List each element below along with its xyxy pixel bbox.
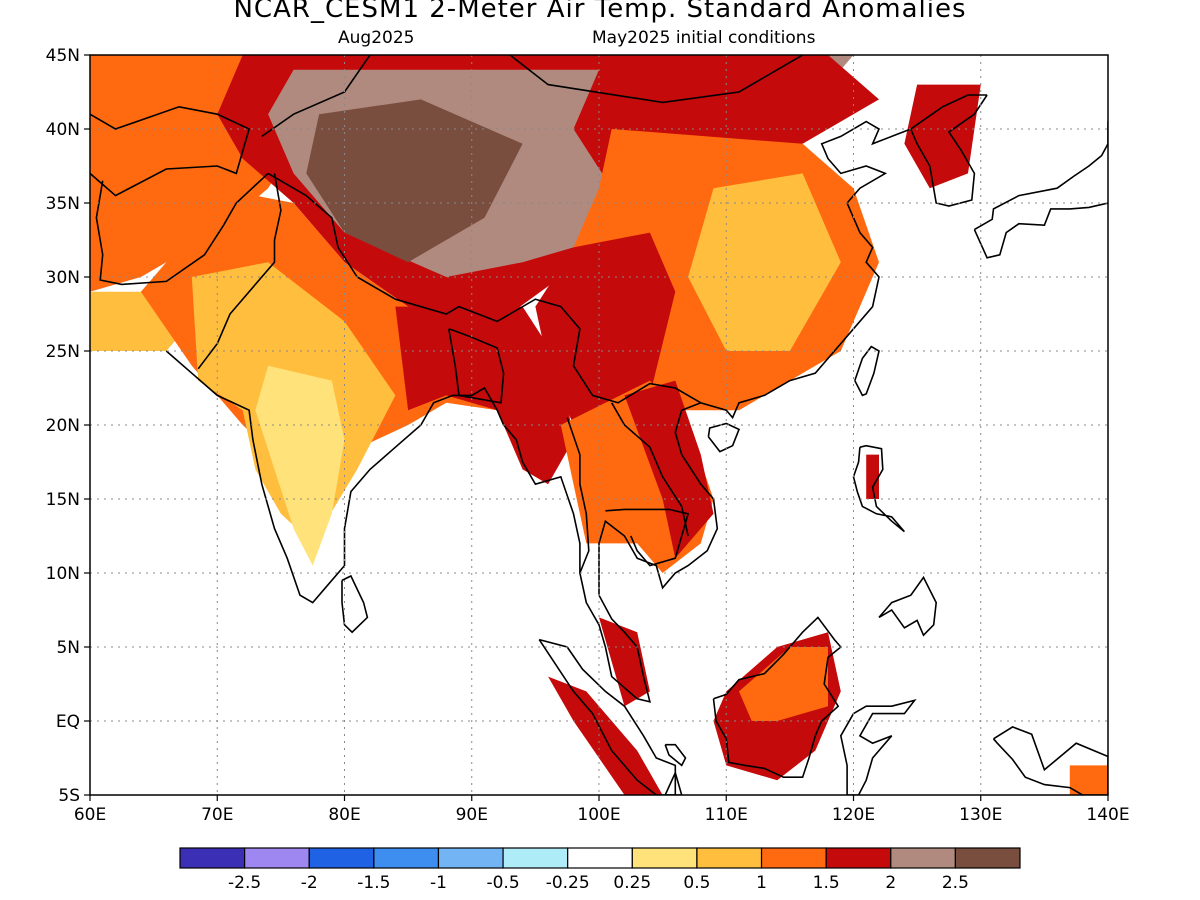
luzon-coast <box>852 444 906 533</box>
initial-conditions: May2025 initial conditions <box>592 28 816 48</box>
sumatra-coast <box>538 638 677 795</box>
y-tick-label: 40N <box>46 120 80 140</box>
colorbar-swatch <box>567 847 633 869</box>
colorbar-swatch <box>760 847 827 869</box>
colorbar-label: 1 <box>756 873 767 893</box>
colorbar-label: -1 <box>430 873 447 893</box>
y-tick-label: 5N <box>56 638 80 658</box>
x-tick-label: 80E <box>328 805 360 825</box>
region-china-southwest <box>535 232 676 425</box>
colorbar-label: -2 <box>301 873 318 893</box>
region-korea <box>904 84 981 189</box>
region-tibet-core <box>306 99 523 263</box>
sri-lanka-coast <box>341 574 369 634</box>
colorbar-label: -1.5 <box>357 873 390 893</box>
india-coast <box>165 94 988 703</box>
colorbar-label: -0.5 <box>486 873 519 893</box>
taiwan-coast <box>854 345 880 397</box>
border-bangladesh <box>448 328 505 404</box>
x-tick-label: 70E <box>201 805 233 825</box>
anomaly-fills <box>90 55 1108 795</box>
mindanao-coast <box>878 575 938 637</box>
colorbar-label: 0.25 <box>613 873 651 893</box>
bangka-coast <box>664 743 687 767</box>
border-india-pakistan <box>197 173 282 370</box>
colorbar-label: -0.25 <box>546 873 590 893</box>
colorbar: -2.5 -2 -1.5 -1 -0.5 -0.25 0.25 0.5 1 1.5 2 2.5 <box>179 847 1021 893</box>
colorbar-swatch <box>244 847 310 869</box>
border-mongolia <box>508 55 805 104</box>
y-axis: 45N 40N 35N 30N 25N 20N 15N 10N 5N EQ 5S <box>46 46 90 806</box>
y-tick-label: 20N <box>46 416 80 436</box>
y-tick-label: 15N <box>46 490 80 510</box>
colorbar-swatch <box>825 847 892 869</box>
y-tick-label: 5S <box>58 786 80 806</box>
region-malaysia <box>599 617 650 707</box>
y-tick-label: 35N <box>46 194 80 214</box>
region-north-china <box>599 55 879 159</box>
x-tick-label: 90E <box>456 805 488 825</box>
colorbar-swatch <box>308 847 375 869</box>
colorbar-label: 1.5 <box>813 873 840 893</box>
colorbar-label: 2 <box>885 873 896 893</box>
region-sumatra <box>548 676 663 795</box>
border-thailand-cambodia <box>605 508 690 567</box>
border-central-asia <box>90 105 251 197</box>
forecast-month: Aug2025 <box>338 28 415 48</box>
colorbar-swatch <box>437 847 504 869</box>
x-tick-label: 120E <box>832 805 875 825</box>
japan-coast <box>973 120 1108 259</box>
region-borneo-north <box>739 647 828 721</box>
x-tick-label: 60E <box>74 805 106 825</box>
y-tick-label: 30N <box>46 268 80 288</box>
x-tick-label: 130E <box>959 805 1002 825</box>
y-tick-label: 45N <box>46 46 80 66</box>
border-iran-afghanistan <box>95 172 269 286</box>
chart-title: NCAR_CESM1 2-Meter Air Temp. Standard An… <box>233 0 967 24</box>
region-india-south <box>255 365 345 566</box>
colorbar-swatch <box>890 847 956 869</box>
x-tick-label: 140E <box>1086 805 1129 825</box>
colorbar-swatch <box>954 847 1021 869</box>
x-tick-label: 100E <box>577 805 620 825</box>
colorbar-label: 2.5 <box>942 873 969 893</box>
border-laos-vietnam <box>611 402 689 537</box>
colorbar-label: 0.5 <box>683 873 710 893</box>
hainan-coast <box>707 422 741 453</box>
x-tick-label: 110E <box>705 805 748 825</box>
java-coast <box>664 770 683 795</box>
region-new-guinea <box>1069 765 1108 795</box>
x-axis: 60E 70E 80E 90E 100E 110E 120E 130E 140E <box>74 795 1130 825</box>
colorbar-swatch <box>631 847 698 869</box>
border-myanmar-thailand <box>566 417 590 574</box>
border-himalaya <box>267 172 702 404</box>
border-korea <box>910 94 988 130</box>
coastlines <box>90 55 1108 795</box>
grid-lines <box>90 55 1108 795</box>
region-philippines <box>866 454 879 499</box>
colorbar-swatch <box>373 847 440 869</box>
borneo-coast <box>712 616 842 779</box>
region-vietnam <box>624 380 714 559</box>
y-tick-label: EQ <box>56 712 80 732</box>
y-tick-label: 10N <box>46 564 80 584</box>
region-bangladesh-myanmar <box>395 306 574 485</box>
colorbar-swatch <box>502 847 569 869</box>
colorbar-label: -2.5 <box>228 873 261 893</box>
new-guinea-coast <box>992 726 1108 795</box>
colorbar-swatch <box>696 847 763 869</box>
y-tick-label: 25N <box>46 342 80 362</box>
sulawesi-coast <box>839 698 917 795</box>
colorbar-swatch <box>179 847 246 869</box>
